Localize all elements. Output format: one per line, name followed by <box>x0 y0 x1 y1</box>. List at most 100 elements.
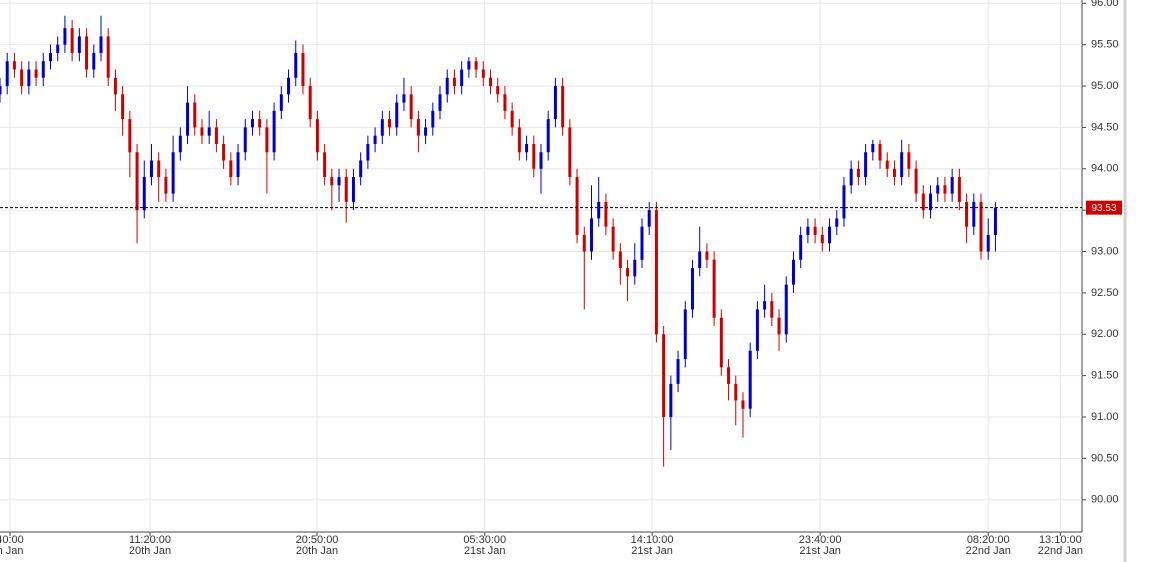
candle-body <box>633 259 637 277</box>
candle-body <box>553 86 557 120</box>
y-tick-label: 90.50 <box>1091 452 1119 464</box>
candle-body <box>683 309 687 360</box>
candle-body <box>409 94 413 120</box>
candle-body <box>813 226 817 235</box>
y-tick-label: 91.00 <box>1091 411 1119 423</box>
candle-body <box>748 350 752 409</box>
x-tick-date: 21st Jan <box>799 545 841 557</box>
candle-body <box>885 160 889 169</box>
candle-body <box>712 259 716 318</box>
candle-body <box>597 201 601 219</box>
candle-body <box>842 185 846 219</box>
candle-body <box>445 77 449 95</box>
candle-body <box>337 177 341 186</box>
candle-body <box>791 259 795 285</box>
candle-body <box>229 160 233 178</box>
candle-body <box>892 168 896 178</box>
candle-body <box>20 69 24 87</box>
candle-body <box>582 234 586 252</box>
y-tick-label: 92.50 <box>1091 287 1119 299</box>
candle-body <box>626 268 630 277</box>
candle-body <box>243 127 247 153</box>
candle-body <box>106 36 110 78</box>
y-tick-label: 94.50 <box>1091 121 1119 133</box>
x-tick-date: 20th Jan <box>296 545 338 557</box>
x-tick-date: 22nd Jan <box>966 545 1011 557</box>
background <box>0 0 1124 562</box>
candle-body <box>0 86 2 95</box>
candle-body <box>777 317 781 335</box>
candle-body <box>178 135 182 153</box>
candle-body <box>460 69 464 87</box>
candle-body <box>388 119 392 128</box>
candle-body <box>34 69 38 78</box>
candle-body <box>734 383 738 401</box>
candle-body <box>611 226 615 252</box>
y-tick-label: 95.50 <box>1091 39 1119 51</box>
x-tick-label: 14:10:00 <box>631 534 674 546</box>
candle-body <box>142 177 146 211</box>
candle-body <box>950 177 954 194</box>
candle-body <box>690 268 694 310</box>
candle-body <box>503 94 507 111</box>
candle-body <box>856 168 860 178</box>
candle-body <box>799 234 803 260</box>
last-price-box <box>1086 200 1122 215</box>
candle-body <box>532 143 536 169</box>
candle-body <box>416 119 420 136</box>
candle-body <box>914 168 918 194</box>
candle-body <box>272 110 276 153</box>
candle-body <box>402 94 406 103</box>
candle-body <box>864 152 868 178</box>
x-tick-date: h Jan <box>0 545 23 557</box>
candle-body <box>474 61 478 70</box>
candle-body <box>647 210 651 227</box>
candle-body <box>972 201 976 227</box>
candle-body <box>525 143 529 153</box>
candle-body <box>662 334 666 417</box>
candle-body <box>698 251 702 269</box>
x-tick-label: 13:10:00 <box>1039 534 1082 546</box>
candle-body <box>784 284 788 335</box>
candle-body <box>921 193 925 211</box>
x-tick-label: 23:40:00 <box>799 534 842 546</box>
x-tick-date: 22nd Jan <box>1038 545 1083 557</box>
candle-body <box>395 102 399 128</box>
candle-body <box>366 143 370 161</box>
candle-body <box>878 143 882 161</box>
candle-body <box>561 86 565 128</box>
candle-body <box>258 119 262 128</box>
candle-body <box>373 135 377 144</box>
candle-body <box>359 160 363 178</box>
candle-body <box>70 28 74 53</box>
candle-body <box>135 152 139 211</box>
candle-body <box>380 119 384 136</box>
candle-body <box>56 44 60 53</box>
candle-body <box>957 177 961 202</box>
candle-body <box>27 69 31 87</box>
x-tick-label: 20:50:00 <box>296 534 339 546</box>
candle-body <box>308 86 312 120</box>
candle-body <box>12 61 16 70</box>
candle-body <box>979 201 983 252</box>
candle-body <box>510 110 514 128</box>
x-tick-label: 40:00 <box>0 534 24 546</box>
candle-body <box>63 28 67 45</box>
candle-body <box>171 152 175 194</box>
candle-body <box>301 52 305 87</box>
y-tick-label: 96.00 <box>1091 0 1119 9</box>
candle-body <box>640 226 644 260</box>
candle-body <box>820 234 824 244</box>
candle-body <box>157 160 161 178</box>
candle-body <box>250 119 254 128</box>
y-tick-label: 94.00 <box>1091 163 1119 175</box>
candle-body <box>315 119 319 153</box>
candle-body <box>900 152 904 178</box>
candle-body <box>849 168 853 186</box>
x-tick-date: 20th Jan <box>129 545 171 557</box>
candle-body <box>452 77 456 87</box>
candle-body <box>575 177 579 235</box>
candle-body <box>755 309 759 351</box>
